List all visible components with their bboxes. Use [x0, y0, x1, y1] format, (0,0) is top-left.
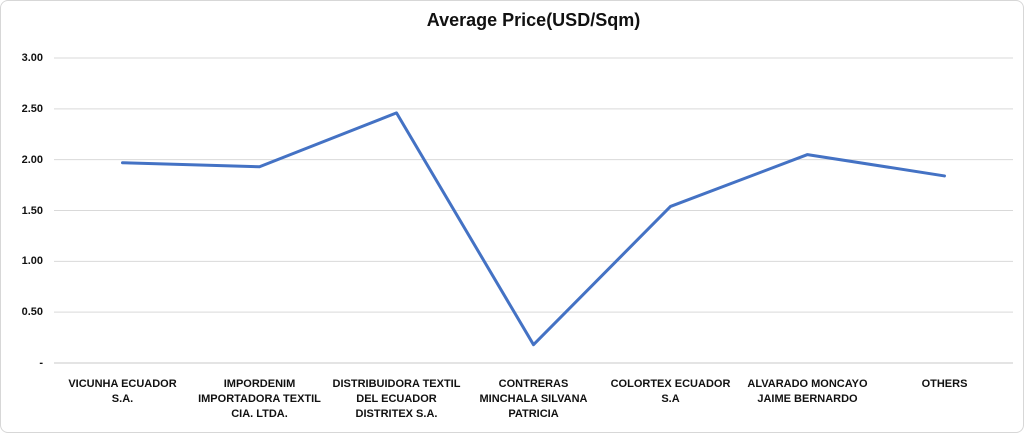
chart-title: Average Price(USD/Sqm) — [426, 10, 641, 30]
category-label: VICUNHA ECUADOR S.A. — [68, 378, 177, 405]
y-tick-label: 2.00 — [21, 153, 43, 166]
category-label: CONTRERAS MINCHALA SILVANA PATRICIA — [479, 378, 588, 420]
category-label: IMPORDENIM IMPORTADORA TEXTIL CIA. LTDA. — [198, 378, 321, 420]
y-tick-label: 1.50 — [21, 204, 43, 217]
y-tick-label: - — [39, 357, 43, 369]
category-label: ALVARADO MONCAYO JAIME BERNARDO — [747, 378, 868, 405]
series-line — [121, 111, 946, 347]
y-tick-label: 2.50 — [21, 102, 43, 115]
category-label: DISTRIBUIDORA TEXTIL DEL ECUADOR DISTRIT… — [332, 378, 461, 420]
y-tick-label: 1.00 — [21, 255, 43, 268]
category-label: COLORTEX ECUADOR S.A — [610, 378, 731, 405]
category-label: OTHERS — [921, 378, 968, 390]
y-tick-label: 0.50 — [21, 306, 43, 319]
y-tick-label: 3.00 — [21, 52, 43, 64]
